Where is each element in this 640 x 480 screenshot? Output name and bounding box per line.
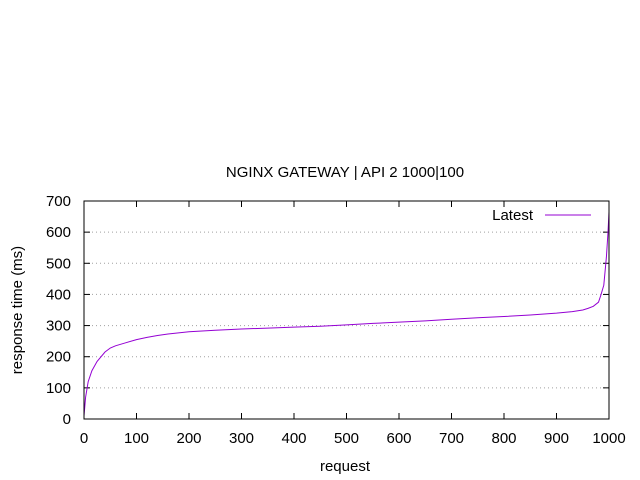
x-tick-label: 900 xyxy=(544,430,569,447)
y-axis-ticks: 0 100 200 300 400 500 600 700 xyxy=(46,193,609,428)
y-axis-label: response time (ms) xyxy=(9,246,26,374)
chart-title: NGINX GATEWAY | API 2 1000|100 xyxy=(226,164,464,181)
series-line xyxy=(83,211,610,416)
y-tick-label: 600 xyxy=(46,224,71,241)
x-axis-label: request xyxy=(320,458,371,475)
legend: Latest xyxy=(492,207,591,224)
y-tick-label: 700 xyxy=(46,193,71,210)
y-tick-label: 100 xyxy=(46,380,71,397)
y-tick-label: 400 xyxy=(46,286,71,303)
y-tick-label: 0 xyxy=(63,411,71,428)
legend-label: Latest xyxy=(492,207,534,224)
x-tick-label: 600 xyxy=(386,430,411,447)
x-tick-label: 400 xyxy=(281,430,306,447)
x-tick-label: 700 xyxy=(439,430,464,447)
plot-area xyxy=(83,211,610,416)
y-tick-label: 200 xyxy=(46,349,71,366)
grid-lines xyxy=(84,231,609,389)
y-tick-label: 500 xyxy=(46,255,71,272)
y-tick-label: 300 xyxy=(46,318,71,335)
x-tick-label: 100 xyxy=(124,430,149,447)
x-tick-label: 800 xyxy=(491,430,516,447)
x-tick-label: 0 xyxy=(80,430,88,447)
x-tick-label: 1000 xyxy=(592,430,625,447)
x-tick-label: 200 xyxy=(176,430,201,447)
x-tick-label: 500 xyxy=(334,430,359,447)
plot-border xyxy=(83,200,610,420)
x-tick-label: 300 xyxy=(229,430,254,447)
x-axis-ticks: 0 100 200 300 400 500 600 700 800 900 1000 xyxy=(80,201,626,447)
